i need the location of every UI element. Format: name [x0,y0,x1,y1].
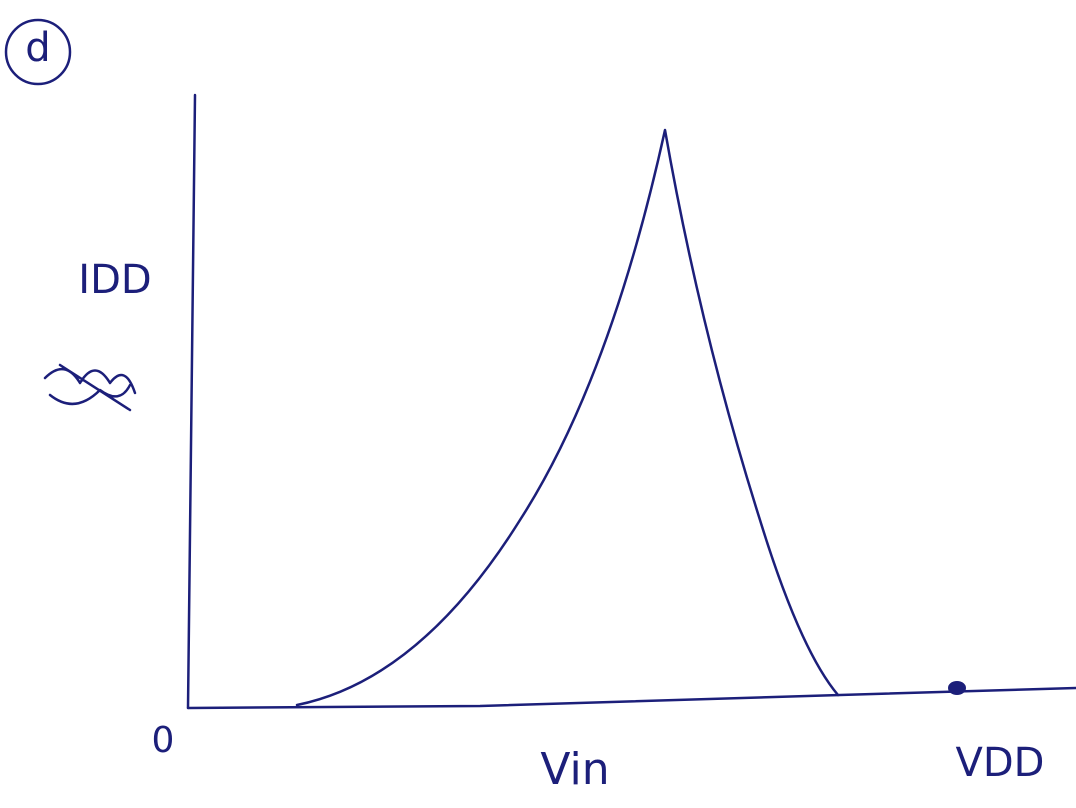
y-axis-label: IDD [78,257,151,303]
part-label: d [25,25,50,71]
paper [0,0,1076,808]
vdd-point [948,681,966,695]
x-axis-label: Vin [540,744,609,795]
vdd-label: VDD [956,740,1045,786]
sketch: d IDD 0 Vin VDD [0,0,1076,808]
origin-label: 0 [152,720,175,761]
